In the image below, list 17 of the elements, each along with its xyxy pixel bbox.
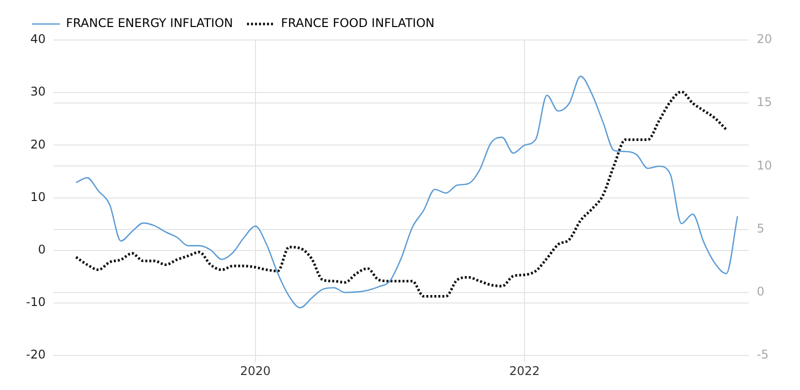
y2-tick-label: -5 xyxy=(756,348,769,362)
y2-tick-label: 0 xyxy=(756,284,764,299)
legend-label: FRANCE ENERGY INFLATION xyxy=(66,16,233,30)
y-tick-label: 0 xyxy=(38,242,46,257)
legend-label: FRANCE FOOD INFLATION xyxy=(280,16,434,30)
y-tick-label: 40 xyxy=(30,32,46,46)
x-tick-label: 2020 xyxy=(240,364,271,378)
y2-tick-label: 5 xyxy=(756,221,764,236)
y2-tick-label: 10 xyxy=(756,158,772,172)
y-tick-label: 10 xyxy=(30,190,46,204)
y-tick-label: 30 xyxy=(30,84,46,99)
y-tick-label: 20 xyxy=(30,137,46,152)
y2-tick-label: 15 xyxy=(756,95,772,110)
x-tick-label: 2022 xyxy=(509,364,540,378)
y-tick-label: -20 xyxy=(26,348,46,362)
y-tick-label: -10 xyxy=(26,295,46,310)
y2-tick-label: 20 xyxy=(756,32,772,46)
